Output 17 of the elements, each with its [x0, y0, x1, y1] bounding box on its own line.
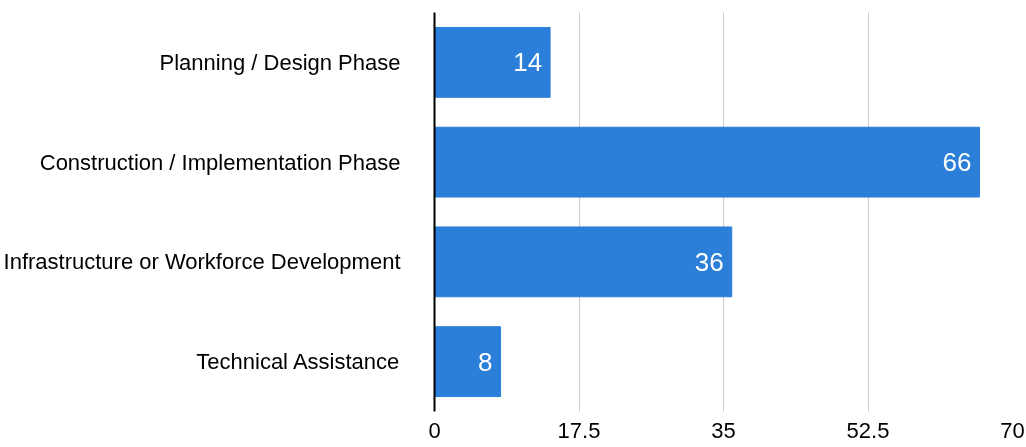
- data-label: 66: [942, 147, 972, 178]
- bar: [434, 126, 980, 198]
- x-tick-label: 17.5: [557, 417, 601, 443]
- y-tick-label: Construction / Implementation Phase: [39, 149, 401, 175]
- bar: [434, 26, 551, 98]
- data-label: 8: [478, 346, 493, 377]
- data-label: 36: [694, 246, 724, 277]
- bar: [434, 226, 733, 298]
- y-tick-label: Technical Assistance: [196, 349, 400, 375]
- y-tick-label: Infrastructure or Workforce Development: [3, 249, 401, 275]
- bar: [434, 326, 502, 398]
- x-tick-label: 70: [1000, 417, 1025, 443]
- x-tick-label: 35: [711, 417, 736, 443]
- x-tick-label: 52.5: [846, 417, 890, 443]
- x-tick-label: 0: [428, 417, 441, 443]
- data-label: 14: [513, 47, 543, 78]
- y-tick-label: Planning / Design Phase: [159, 49, 401, 75]
